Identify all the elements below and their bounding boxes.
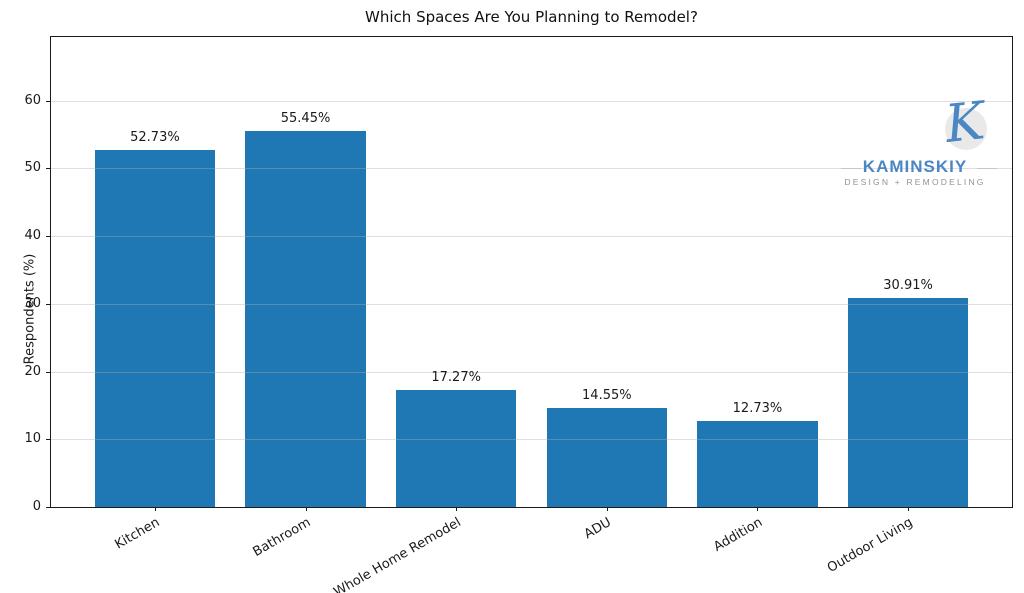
- logo-tagline: DESIGN + REMODELING: [844, 177, 986, 187]
- bar-outdoor-living: [847, 297, 969, 507]
- x-tick-mark: [154, 507, 156, 511]
- logo-circle: [945, 108, 987, 150]
- x-tick-label: ADU: [582, 515, 615, 543]
- y-tick-label: 50: [24, 160, 41, 176]
- x-tick-label: Kitchen: [112, 515, 163, 553]
- y-tick-label: 0: [32, 499, 41, 514]
- bar-value-label: 14.55%: [582, 388, 632, 404]
- y-tick-label: 10: [24, 431, 41, 447]
- bar-addition: [697, 420, 818, 507]
- gridline: [51, 303, 1012, 305]
- bar-value-label: 52.73%: [130, 129, 180, 145]
- bar-value-label: 12.73%: [732, 400, 783, 416]
- gridline: [51, 371, 1012, 373]
- y-tick-mark: [46, 236, 50, 238]
- x-tick-mark: [606, 507, 608, 511]
- bar-value-label: 30.91%: [883, 277, 933, 293]
- logo-k-monogram-icon: K: [942, 91, 988, 155]
- y-axis-label: Respondents (%): [22, 253, 38, 365]
- y-tick-label: 20: [24, 363, 41, 379]
- y-tick-mark: [46, 303, 50, 305]
- x-tick-mark: [305, 507, 307, 511]
- x-tick-label: Addition: [710, 515, 765, 555]
- bar-adu: [546, 408, 668, 507]
- bar-value-label: 17.27%: [431, 370, 481, 386]
- gridline: [51, 439, 1012, 441]
- bar-kitchen: [94, 149, 216, 507]
- gridline: [51, 100, 1012, 102]
- plot-area: 52.73% 55.45% 17.27% 14.55% 12.73% 30.91% 0 10…: [23, 36, 1013, 593]
- x-tick-label: Bathroom: [250, 515, 314, 560]
- x-tick-mark: [908, 507, 910, 511]
- y-tick-mark: [46, 168, 50, 170]
- x-tick-mark: [757, 507, 759, 511]
- gridline: [51, 236, 1012, 238]
- logo-left-dash: [841, 168, 861, 169]
- y-tick-mark: [46, 100, 50, 102]
- logo-right-dash: [977, 168, 997, 169]
- gridline: [51, 168, 1012, 170]
- logo-name: KAMINSKIY: [862, 157, 968, 176]
- bar-value-label: 55.45%: [280, 111, 331, 127]
- x-tick-mark: [456, 507, 458, 511]
- y-tick-mark: [46, 371, 50, 373]
- y-tick-mark: [46, 439, 50, 441]
- y-tick-label: 60: [24, 92, 41, 108]
- x-tick-label: Outdoor Living: [825, 515, 916, 576]
- x-tick-label: Whole Home Remodel: [331, 515, 464, 593]
- kaminskiy-logo: K KAMINSKIY DESIGN + REMODELING: [795, 91, 1024, 192]
- bar-whole-home-remodel: [395, 390, 517, 507]
- y-tick-mark: [46, 507, 50, 508]
- chart-title: Which Spaces Are You Planning to Remodel…: [365, 8, 698, 26]
- y-tick-label: 30: [24, 295, 41, 311]
- y-tick-label: 40: [24, 228, 41, 244]
- bar-bathroom: [245, 131, 366, 507]
